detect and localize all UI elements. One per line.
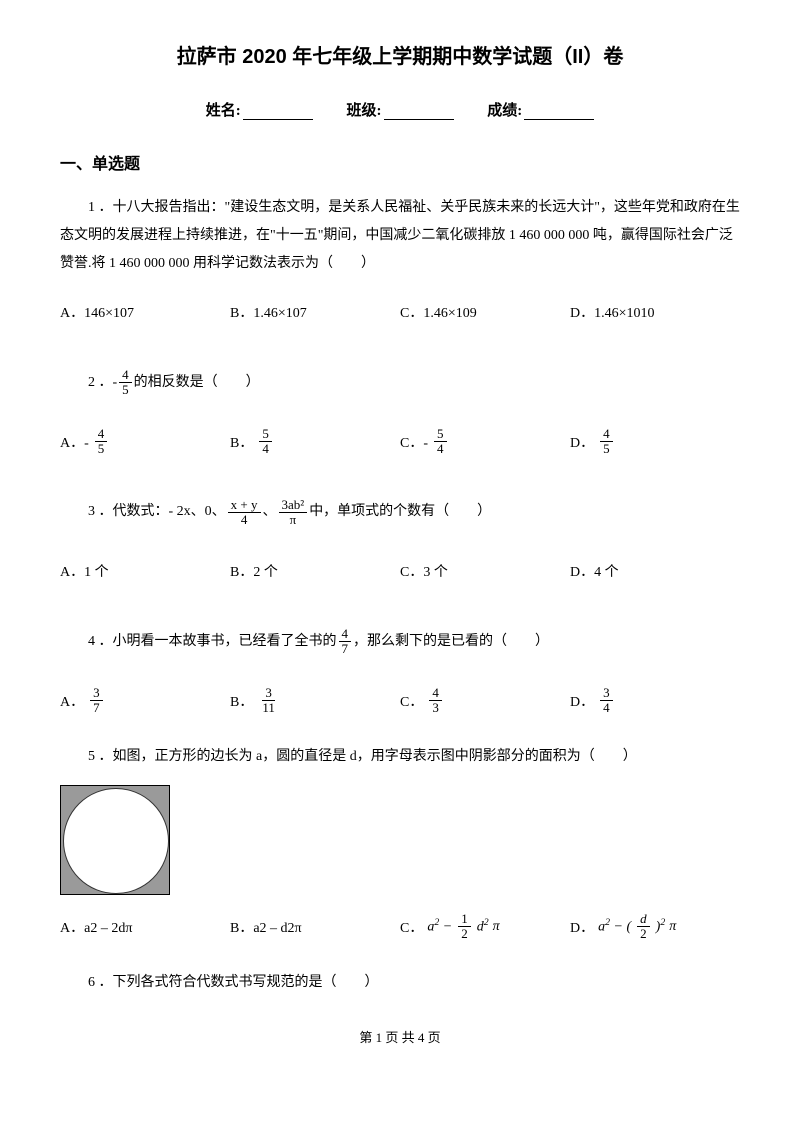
question-1-options: A．146×107 B．1.46×107 C．1.46×109 D．1.46×1… bbox=[60, 292, 740, 332]
q3-mid: 、 bbox=[263, 498, 277, 526]
q2-option-a[interactable]: A．- 45 bbox=[60, 422, 230, 462]
q1-option-a[interactable]: A．146×107 bbox=[60, 292, 230, 332]
question-5: 5 ．如图，正方形的边长为 a，圆的直径是 d，用字母表示图中阴影部分的面积为（… bbox=[60, 743, 740, 771]
q3-frac-1: x + y4 bbox=[228, 498, 261, 528]
q2-post: 的相反数是（ ） bbox=[134, 369, 260, 397]
q6-text: 6 ．下列各式符合代数式书写规范的是（ ） bbox=[88, 975, 379, 990]
class-label: 班级: bbox=[347, 103, 382, 119]
question-5-options: A．a2 – 2dπ B．a2 – d2π C． a2 − 12 d2 π D．… bbox=[60, 907, 740, 947]
q5-option-c[interactable]: C． a2 − 12 d2 π bbox=[400, 907, 570, 947]
q5-option-d[interactable]: D． a2 − ( d2 )2 π bbox=[570, 907, 740, 947]
q4-post: ，那么剩下的是已看的（ ） bbox=[353, 628, 549, 656]
q1-option-d[interactable]: D．1.46×1010 bbox=[570, 292, 740, 332]
q2-pre: 2 ．- bbox=[88, 369, 117, 397]
q3-pre: 3 ．代数式：- 2x、0、 bbox=[88, 498, 226, 526]
q4-option-c[interactable]: C． 43 bbox=[400, 681, 570, 721]
q3-option-d[interactable]: D．4 个 bbox=[570, 551, 740, 591]
student-info-line: 姓名: 班级: 成绩: bbox=[60, 99, 740, 120]
question-2-options: A．- 45 B． 54 C．- 54 D． 45 bbox=[60, 422, 740, 462]
question-3-options: A．1 个 B．2 个 C．3 个 D．4 个 bbox=[60, 551, 740, 591]
exam-page: 拉萨市 2020 年七年级上学期期中数学试题（II）卷 姓名: 班级: 成绩: … bbox=[0, 0, 800, 1066]
exam-title: 拉萨市 2020 年七年级上学期期中数学试题（II）卷 bbox=[60, 40, 740, 69]
name-label: 姓名: bbox=[206, 103, 241, 119]
q4-pre: 4 ．小明看一本故事书，已经看了全书的 bbox=[88, 628, 337, 656]
name-blank[interactable] bbox=[243, 105, 313, 120]
page-footer: 第 1 页 共 4 页 bbox=[60, 1027, 740, 1046]
q3-option-b[interactable]: B．2 个 bbox=[230, 551, 400, 591]
q3-option-c[interactable]: C．3 个 bbox=[400, 551, 570, 591]
question-3: 3 ．代数式：- 2x、0、 x + y4 、 3ab²π 中，单项式的个数有（… bbox=[60, 498, 491, 528]
q2-option-d[interactable]: D． 45 bbox=[570, 422, 740, 462]
q1-option-b[interactable]: B．1.46×107 bbox=[230, 292, 400, 332]
q2-option-b[interactable]: B． 54 bbox=[230, 422, 400, 462]
q2-option-c[interactable]: C．- 54 bbox=[400, 422, 570, 462]
q5-figure bbox=[60, 785, 740, 895]
q3-frac-2: 3ab²π bbox=[279, 498, 308, 528]
q4-fraction: 47 bbox=[339, 627, 352, 657]
class-blank[interactable] bbox=[384, 105, 454, 120]
q3-post: 中，单项式的个数有（ ） bbox=[309, 498, 491, 526]
score-label: 成绩: bbox=[487, 103, 522, 119]
q5-option-b[interactable]: B．a2 – d2π bbox=[230, 907, 400, 947]
q3-option-a[interactable]: A．1 个 bbox=[60, 551, 230, 591]
question-6: 6 ．下列各式符合代数式书写规范的是（ ） bbox=[60, 969, 740, 997]
question-4-options: A． 37 B． 311 C． 43 D． 34 bbox=[60, 681, 740, 721]
question-1-text: 1 ．十八大报告指出："建设生态文明，是关系人民福祉、关乎民族未来的长远大计"，… bbox=[60, 200, 740, 271]
q4-option-d[interactable]: D． 34 bbox=[570, 681, 740, 721]
section-1-header: 一、单选题 bbox=[60, 150, 740, 174]
question-4: 4 ．小明看一本故事书，已经看了全书的 47 ，那么剩下的是已看的（ ） bbox=[60, 627, 549, 657]
score-blank[interactable] bbox=[524, 105, 594, 120]
q4-option-b[interactable]: B． 311 bbox=[230, 681, 400, 721]
q5-text: 5 ．如图，正方形的边长为 a，圆的直径是 d，用字母表示图中阴影部分的面积为（… bbox=[88, 749, 637, 764]
inscribed-circle bbox=[63, 788, 169, 894]
q4-option-a[interactable]: A． 37 bbox=[60, 681, 230, 721]
question-1: 1 ．十八大报告指出："建设生态文明，是关系人民福祉、关乎民族未来的长远大计"，… bbox=[60, 194, 740, 278]
square-with-inscribed-circle bbox=[60, 785, 170, 895]
q5-option-a[interactable]: A．a2 – 2dπ bbox=[60, 907, 230, 947]
question-2: 2 ．- 45 的相反数是（ ） bbox=[60, 368, 260, 398]
q1-option-c[interactable]: C．1.46×109 bbox=[400, 292, 570, 332]
q2-fraction: 45 bbox=[119, 368, 132, 398]
